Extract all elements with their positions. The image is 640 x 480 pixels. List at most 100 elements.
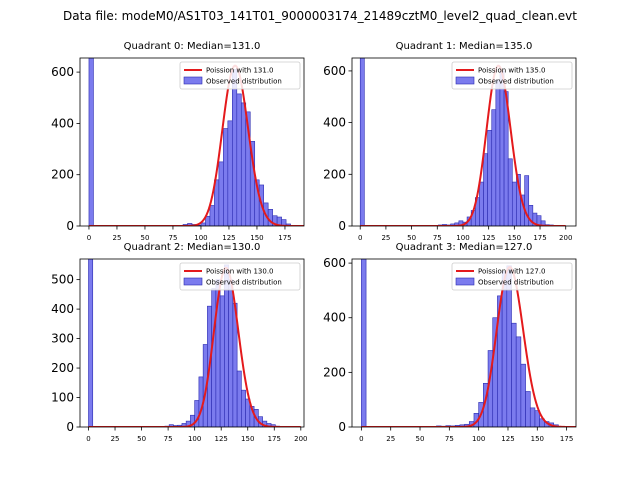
histogram-bar [241, 389, 246, 427]
x-tick-label: 25 [381, 234, 390, 242]
histogram-bar [361, 259, 367, 427]
histogram-bar [511, 181, 517, 226]
legend-box [179, 262, 301, 291]
histogram-bar [88, 58, 94, 226]
x-tick-label: 0 [358, 234, 362, 242]
histogram-bar [491, 109, 497, 226]
subplot-quadrant-3: 0 25 50 75 100 125 150 175 0 200 400 600 Quadrant 3:… [323, 242, 577, 443]
histogram-bar [88, 259, 94, 427]
y-tick-label: 400 [323, 116, 346, 130]
legend-box [451, 262, 573, 291]
histogram-bar [499, 70, 505, 226]
legend: Poission with 135.0 Observed distribution [451, 61, 573, 90]
x-tick-label: 25 [386, 435, 395, 443]
axes-frame [351, 258, 577, 428]
x-tick-label: 150 [250, 234, 263, 242]
histogram-bar [507, 158, 513, 226]
legend-box [179, 61, 301, 90]
x-tick-label: 50 [140, 234, 149, 242]
legend-line-label: Poission with 130.0 [206, 268, 274, 276]
x-tick-label: 50 [416, 435, 425, 443]
subplot-title: Quadrant 1: Median=135.0 [396, 41, 533, 52]
x-tick-label: 0 [359, 435, 363, 443]
legend-bar-swatch [455, 76, 475, 85]
histogram-bar [209, 205, 215, 226]
histogram-bar [515, 336, 522, 427]
poisson-fit-line [88, 64, 304, 226]
x-tick-label: 175 [268, 435, 281, 443]
y-tick-label: 0 [66, 420, 74, 434]
x-tick-label: 100 [194, 234, 207, 242]
histogram-bar [240, 102, 247, 226]
poisson-fit-line [88, 266, 301, 427]
axes-frame [351, 57, 577, 227]
histogram-bar [236, 93, 242, 226]
y-tick-label: 100 [51, 391, 74, 405]
x-tick-label: 125 [215, 435, 228, 443]
plot-area [361, 259, 576, 427]
plot-area [88, 58, 304, 226]
y-tick-label: 400 [323, 311, 346, 325]
y-tick-label: 300 [51, 332, 74, 346]
x-tick-label: 125 [222, 234, 235, 242]
legend-line-label: Poission with 135.0 [478, 67, 546, 75]
x-tick-label: 0 [86, 435, 90, 443]
x-tick-label: 50 [137, 435, 146, 443]
subplot-title: Quadrant 3: Median=127.0 [396, 242, 533, 253]
x-tick-label: 175 [278, 234, 291, 242]
legend: Poission with 131.0 Observed distribution [179, 61, 301, 90]
y-tick-label: 0 [338, 420, 346, 434]
y-tick-label: 200 [51, 361, 74, 375]
x-tick-label: 150 [508, 234, 521, 242]
y-tick-label: 400 [51, 116, 74, 130]
x-tick-label: 100 [188, 435, 201, 443]
legend-line-label: Poission with 127.0 [478, 268, 546, 276]
subplot-quadrant-2: 0 25 50 75 100 125 150 175 200 0 100 200 300 400 500 Qu… [51, 242, 307, 443]
x-tick-label: 200 [294, 435, 307, 443]
legend-box [451, 61, 573, 90]
x-tick-label: 100 [472, 435, 485, 443]
histogram-bar [520, 363, 526, 427]
y-tick-label: 200 [323, 365, 346, 379]
legend: Poission with 130.0 Observed distribution [179, 262, 301, 291]
histogram-bar [529, 407, 536, 427]
x-tick-label: 75 [433, 234, 442, 242]
y-tick-label: 400 [51, 302, 74, 316]
plot-area [359, 58, 566, 226]
y-tick-label: 600 [323, 256, 346, 270]
x-tick-label: 75 [164, 435, 173, 443]
x-tick-label: 75 [168, 234, 177, 242]
histogram-bar [524, 175, 530, 226]
histogram-bar [218, 161, 224, 226]
histogram-bar [232, 69, 238, 226]
x-tick-label: 175 [560, 435, 573, 443]
histogram-bar [227, 120, 233, 226]
poisson-fit-line [361, 266, 576, 427]
x-tick-label: 125 [501, 435, 514, 443]
poisson-fit-line [360, 64, 566, 226]
y-tick-label: 200 [51, 168, 74, 182]
histogram-bar [219, 295, 225, 427]
x-tick-label: 25 [111, 435, 120, 443]
legend-bar-label: Observed distribution [478, 279, 554, 287]
x-tick-label: 0 [87, 234, 91, 242]
y-tick-label: 600 [323, 64, 346, 78]
histogram-bar [511, 322, 517, 427]
histogram-bar [223, 128, 229, 226]
histogram-bar [483, 153, 488, 226]
x-tick-label: 25 [112, 234, 121, 242]
legend-line-label: Poission with 131.0 [206, 67, 274, 75]
axes-frame [79, 258, 305, 428]
legend-bar-label: Observed distribution [478, 78, 554, 86]
x-tick-label: 175 [533, 234, 546, 242]
y-tick-label: 200 [323, 167, 346, 181]
subplot-title: Quadrant 2: Median=130.0 [124, 242, 261, 253]
histogram-bar [211, 288, 217, 427]
x-tick-label: 150 [241, 435, 254, 443]
legend: Poission with 127.0 Observed distribution [451, 262, 573, 291]
x-tick-label: 150 [531, 435, 544, 443]
histogram-bar [487, 130, 493, 226]
subplot-title: Quadrant 0: Median=131.0 [124, 41, 261, 52]
